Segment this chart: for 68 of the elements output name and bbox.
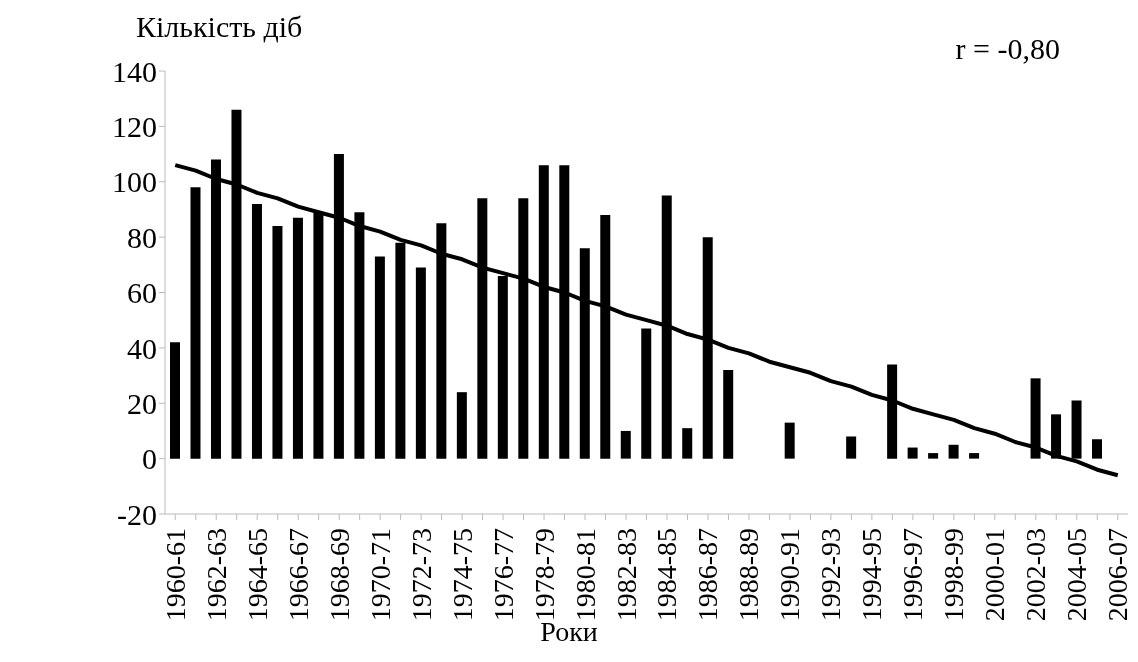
bar: [661, 195, 672, 459]
y-tick-label: 40: [127, 331, 157, 365]
bar: [272, 226, 283, 459]
bar: [354, 212, 365, 459]
bar: [907, 447, 918, 459]
bar: [1030, 378, 1041, 459]
x-tick-label: 2000-01: [979, 528, 1011, 622]
x-tick-label: 1960-61: [159, 528, 191, 622]
x-tick-label: 1984-85: [651, 528, 683, 622]
bar: [641, 328, 652, 459]
x-tick-label: 1978-79: [528, 528, 560, 622]
bar: [846, 436, 857, 459]
bar: [251, 203, 262, 459]
x-tick-label: 1986-87: [692, 528, 724, 622]
x-tick-label: 1964-65: [241, 528, 273, 622]
y-tick-label: 20: [127, 386, 157, 420]
bar: [313, 212, 324, 459]
x-tick-label: 1998-99: [938, 528, 970, 622]
x-tick-label: 1994-95: [856, 528, 888, 622]
bar: [477, 198, 488, 459]
x-tick-label: 1976-77: [487, 528, 519, 622]
y-tick-label: 80: [127, 220, 157, 254]
x-tick-label: 1990-91: [774, 528, 806, 622]
bar: [620, 430, 631, 459]
bar: [190, 187, 201, 459]
y-tick-label: 60: [127, 276, 157, 310]
x-tick-label: 1996-97: [897, 528, 929, 622]
x-tick-label: 1972-73: [405, 528, 437, 622]
x-tick-label: 1982-83: [610, 528, 642, 622]
text: r = -0,80: [955, 32, 1060, 66]
y-tick-label: 120: [112, 110, 157, 144]
y-tick-label: -20: [117, 497, 157, 531]
bar: [682, 428, 693, 459]
bar: [1051, 414, 1062, 459]
bar: [969, 453, 980, 459]
y-tick-label: 100: [112, 165, 157, 199]
bar: [1092, 439, 1103, 459]
y-axis-title: Кількість діб: [136, 10, 303, 44]
x-tick-label: 2002-03: [1020, 528, 1052, 622]
x-tick-label: 2004-05: [1061, 528, 1093, 622]
bar: [784, 422, 795, 459]
x-tick-label: 1968-69: [323, 528, 355, 622]
bar: [456, 392, 467, 459]
bar: [723, 370, 734, 459]
bar: [170, 342, 180, 459]
x-tick-label: 1970-71: [364, 528, 396, 622]
bar: [395, 242, 406, 459]
y-tick-label: 140: [112, 54, 157, 88]
bar: [948, 444, 959, 459]
bar: [887, 364, 898, 459]
bar: [579, 248, 590, 459]
bar: [928, 453, 939, 459]
x-tick-label: 1992-93: [815, 528, 847, 622]
y-tick-label: 0: [142, 442, 157, 476]
bar: [436, 223, 447, 459]
bar: [497, 275, 508, 459]
bar: [415, 267, 426, 459]
x-tick-label: 1962-63: [200, 528, 232, 622]
bar: [292, 217, 303, 459]
bar: [374, 256, 385, 459]
bar: [702, 237, 713, 459]
bar: [600, 214, 611, 459]
x-tick-label: 1988-89: [733, 528, 765, 622]
x-tick-label: 2006-07: [1102, 528, 1134, 622]
x-tick-label: 1974-75: [446, 528, 478, 622]
x-tick-label: 1966-67: [282, 528, 314, 622]
bar: [1071, 400, 1082, 459]
bar: [518, 198, 529, 459]
